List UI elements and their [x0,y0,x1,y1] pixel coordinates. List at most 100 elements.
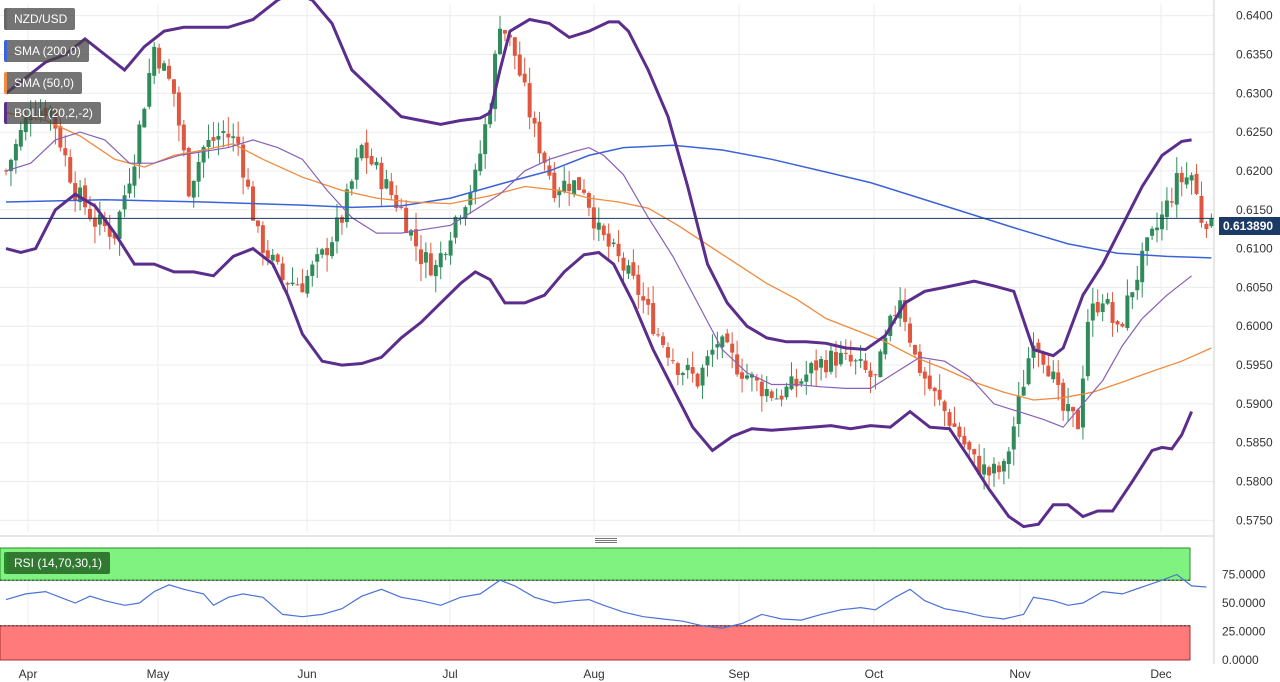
candle-up [789,376,794,390]
candle-up [384,179,389,189]
candle-up [1011,426,1016,450]
candle-down [646,299,651,305]
candle-down [868,370,873,377]
candle-up [774,398,779,400]
candle-down [1194,173,1199,194]
candle-down [186,147,191,197]
candle-down [670,360,675,362]
candle-up [191,180,196,198]
candle-down [641,296,646,301]
price-tick-label: 0.5750 [1236,513,1273,527]
candle-down [661,336,666,346]
candle-down [636,274,641,295]
candle-up [315,254,320,262]
candle-up [231,136,236,139]
candle-down [725,333,730,343]
candle-down [502,30,507,34]
candle-down [1110,302,1115,323]
candle-down [63,148,68,156]
candle-down [241,144,246,178]
candle-down [893,315,898,317]
price-tick-label: 0.5950 [1236,358,1273,372]
candle-up [290,282,295,285]
month-tick-label: Jun [297,667,316,681]
rsi-line [5,573,1207,629]
candle-up [117,211,122,239]
boll-label[interactable]: BOLL (20,2,-2) [4,102,101,124]
candle-up [705,356,710,366]
candle-down [246,179,251,187]
candle-down [937,389,942,400]
candle-up [1100,303,1105,312]
candle-up [137,124,142,165]
pane-splitter-handle[interactable] [595,538,617,544]
candle-down [947,412,952,426]
candle-up [858,359,863,361]
candle-up [196,161,201,182]
candle-up [162,63,167,71]
candle-down [181,124,186,151]
candle-up [853,360,858,362]
candle-up [374,161,379,166]
candle-down [527,83,532,118]
candle-up [720,336,725,348]
candle-down [695,373,700,387]
candle-down [389,181,394,196]
candle-up [1130,292,1135,298]
candle-up [1066,404,1071,412]
candle-down [517,54,522,76]
sma200-label[interactable]: SMA (200,0) [4,40,89,62]
candle-up [1140,250,1145,283]
candle-up [216,136,221,140]
month-tick-label: Nov [1009,667,1030,681]
price-tick-label: 0.6350 [1236,47,1273,61]
candle-down [83,185,88,208]
candle-down [542,152,547,163]
candle-down [157,47,162,69]
price-tick-label: 0.6000 [1236,319,1273,333]
candle-down [977,455,982,475]
candle-down [211,137,216,141]
candle-up [1209,218,1214,227]
candle-up [310,264,315,276]
candle-up [270,254,275,261]
candle-up [562,180,567,192]
rsi-label[interactable]: RSI (14,70,30,1) [4,552,111,574]
candle-down [112,233,117,239]
candle-up [448,240,453,256]
candle-up [152,46,157,76]
candle-up [715,344,720,348]
last-price-tag: 0.613890 [1219,217,1280,235]
sma50-label[interactable]: SMA (50,0) [4,72,83,94]
rsi-overbought-zone [0,547,1191,581]
price-tick-label: 0.6150 [1236,203,1273,217]
candle-down [87,208,92,220]
candle-up [433,264,438,277]
candle-down [1071,406,1076,412]
candle-down [92,217,97,227]
candle-down [552,172,557,199]
price-tick-label: 0.6400 [1236,9,1273,23]
candle-down [4,170,8,172]
candle-up [305,275,310,294]
candle-up [8,159,13,172]
candle-up [463,207,468,219]
symbol-label[interactable]: NZD/USD [4,8,76,30]
boll-upper-band [5,0,1192,358]
candle-up [330,242,335,257]
candle-down [917,351,922,373]
candle-down [863,360,868,370]
candle-up [478,153,483,172]
candle-up [982,464,987,475]
candle-up [132,166,137,186]
candle-down [1046,365,1051,377]
candle-down [1115,321,1120,325]
candle-up [354,157,359,180]
candle-down [58,126,63,148]
price-tick-label: 0.6250 [1236,125,1273,139]
candle-up [201,146,206,163]
candle-up [700,367,705,386]
candle-down [962,435,967,445]
price-tick-label: 0.6100 [1236,242,1273,256]
